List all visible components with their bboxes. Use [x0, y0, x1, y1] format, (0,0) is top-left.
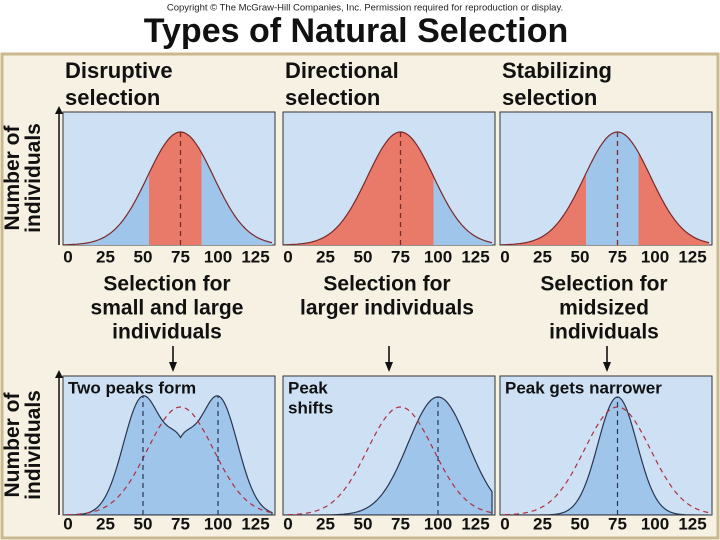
x-tick-label: 50	[134, 247, 153, 266]
original-curve	[63, 406, 273, 515]
original-curve	[500, 406, 710, 515]
y-axis-label-line: Number of	[1, 391, 24, 497]
x-tick-label: 25	[533, 247, 552, 266]
curve-group	[500, 131, 710, 245]
y-axis-label-line: individuals	[22, 390, 45, 500]
selected-against-region	[638, 152, 709, 245]
x-tick-label: 100	[424, 514, 452, 533]
y-axis-arrowhead	[55, 370, 63, 378]
x-tick-label: 50	[354, 514, 373, 533]
panel-title: selection	[65, 85, 160, 110]
selected-against-region	[500, 173, 586, 245]
down-arrowhead	[603, 362, 611, 372]
x-tick-label: 125	[461, 247, 489, 266]
panel-title: Directional	[285, 58, 399, 83]
x-tick-label: 50	[571, 514, 590, 533]
x-tick-label: 25	[533, 514, 552, 533]
x-tick-label: 100	[204, 514, 232, 533]
x-tick-label: 75	[608, 247, 627, 266]
curve-group	[500, 396, 710, 515]
x-tick-label: 50	[354, 247, 373, 266]
x-tick-label: 75	[608, 514, 627, 533]
title: Types of Natural Selection	[144, 12, 568, 50]
panel-title: Disruptive	[65, 58, 173, 83]
x-tick-label: 75	[171, 514, 190, 533]
panel-title: Stabilizing	[502, 58, 612, 83]
x-tick-label: 0	[63, 514, 72, 533]
panel-caption: larger individuals	[300, 297, 474, 320]
y-axis-label-line: Number of	[1, 124, 24, 230]
new-population-curve	[283, 396, 493, 515]
y-axis-arrowhead	[55, 106, 63, 114]
x-tick-label: 0	[63, 247, 72, 266]
panel-caption: Selection for	[103, 273, 230, 296]
x-tick-label: 0	[500, 514, 509, 533]
x-tick-label: 100	[204, 247, 232, 266]
down-arrowhead	[169, 362, 177, 372]
panel-caption: Selection for	[323, 273, 450, 296]
new-population-curve	[500, 396, 709, 515]
copyright: Copyright © The McGraw-Hill Companies, I…	[167, 3, 563, 14]
panel-title: selection	[502, 85, 597, 110]
panel-caption: individuals	[549, 321, 659, 344]
x-tick-label: 75	[391, 247, 410, 266]
curve-outline	[500, 131, 710, 245]
panel-caption: individuals	[112, 321, 222, 344]
new-population-curve	[63, 395, 273, 515]
x-tick-label: 100	[641, 247, 669, 266]
curve-group	[63, 131, 273, 245]
x-tick-label: 75	[171, 247, 190, 266]
y-axis-label-line: individuals	[22, 123, 45, 233]
panel-caption: Selection for	[540, 273, 667, 296]
result-label: Peak gets narrower	[505, 378, 662, 397]
panel-caption: midsized	[559, 297, 649, 320]
result-label: shifts	[288, 398, 333, 417]
result-label: Peak	[288, 378, 328, 397]
x-tick-label: 0	[500, 247, 509, 266]
curve-outline	[63, 131, 273, 245]
x-tick-label: 50	[134, 514, 153, 533]
curve-group	[283, 131, 493, 245]
x-tick-label: 0	[283, 514, 292, 533]
x-tick-label: 50	[571, 247, 590, 266]
panel-caption: small and large	[91, 297, 244, 320]
x-tick-label: 25	[316, 514, 335, 533]
x-tick-label: 125	[678, 247, 706, 266]
x-tick-label: 25	[316, 247, 335, 266]
original-curve	[283, 406, 493, 515]
x-tick-label: 100	[424, 247, 452, 266]
curve-group	[283, 396, 493, 515]
curve-outline	[283, 131, 493, 245]
x-tick-label: 125	[461, 514, 489, 533]
result-label: Two peaks form	[68, 378, 196, 397]
x-tick-label: 0	[283, 247, 292, 266]
x-tick-label: 100	[641, 514, 669, 533]
selected-against-region	[149, 132, 202, 245]
x-tick-label: 125	[241, 247, 269, 266]
x-tick-label: 25	[96, 514, 115, 533]
x-tick-label: 25	[96, 247, 115, 266]
panel-title: selection	[285, 85, 380, 110]
x-tick-label: 125	[241, 514, 269, 533]
x-tick-label: 75	[391, 514, 410, 533]
x-tick-label: 125	[678, 514, 706, 533]
selected-against-region	[283, 132, 434, 245]
curve-group	[63, 395, 273, 515]
down-arrowhead	[385, 362, 393, 372]
